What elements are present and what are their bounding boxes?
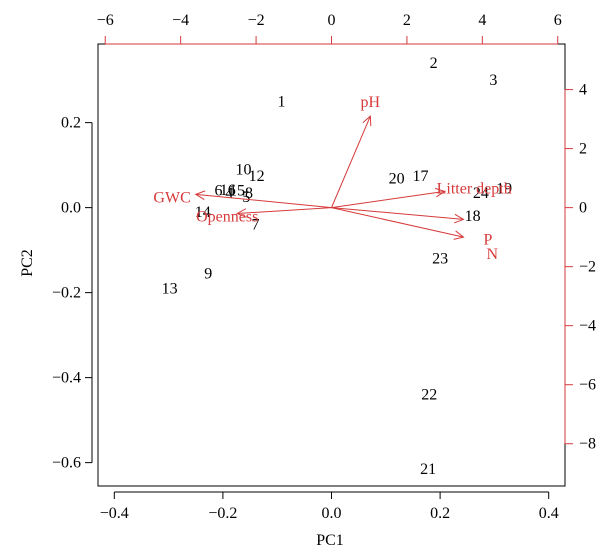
observation-label: 6 <box>215 183 223 200</box>
observation-label: 23 <box>432 251 448 268</box>
y-axis-title: PC2 <box>19 249 36 277</box>
observation-label: 4 <box>225 185 233 202</box>
right-tick-label: −8 <box>579 436 596 453</box>
loading-label: N <box>486 246 498 263</box>
observation-label: 24 <box>473 185 489 202</box>
observation-label: 18 <box>465 208 481 225</box>
right-tick-label: 4 <box>579 82 587 99</box>
right-tick-label: 0 <box>579 200 587 217</box>
y-tick-label: −0.4 <box>52 370 81 387</box>
observation-label: 21 <box>420 461 436 478</box>
y-tick-label: −0.6 <box>52 455 81 472</box>
right-tick-label: −6 <box>579 377 596 394</box>
x-tick-label: −0.4 <box>100 505 129 522</box>
x-tick-label: 0.4 <box>539 505 559 522</box>
loading-arrow <box>331 115 371 208</box>
loading-arrow <box>331 207 464 238</box>
loading-label: Openness <box>196 209 258 226</box>
top-tick-label: 2 <box>403 12 411 29</box>
loading-label: GWC <box>153 189 190 206</box>
top-loading-axis: −6 −4 −2 0 2 4 6 <box>97 12 562 45</box>
right-tick-label: −4 <box>579 318 596 335</box>
loading-vectors: pH Litter depth PN GWC Openness <box>153 94 511 263</box>
loading-arrowhead <box>434 187 446 198</box>
y-tick-label: 0.2 <box>61 115 81 132</box>
loading-label: P <box>483 231 492 248</box>
observation-label: 3 <box>489 72 497 89</box>
loading-arrow <box>331 190 445 209</box>
observation-label: 22 <box>421 387 437 404</box>
observation-label: 1 <box>278 93 286 110</box>
loading-arrowhead <box>362 115 372 127</box>
loading-arrowhead <box>194 190 206 200</box>
observation-label: 5 <box>242 189 250 206</box>
x-tick-label: −0.2 <box>208 505 237 522</box>
loading-arrowhead <box>453 213 465 224</box>
x-tick-label: 0.2 <box>430 505 450 522</box>
left-axis: 0.2 0.0 −0.2 −0.4 −0.6 <box>52 115 93 472</box>
observation-label: 15 <box>229 183 245 200</box>
observation-label: 7 <box>251 217 259 234</box>
observation-label: 19 <box>496 181 512 198</box>
observation-label: 13 <box>162 280 178 297</box>
loading-arrow <box>331 207 464 220</box>
observation-label: 12 <box>249 168 265 185</box>
y-tick-label: 0.0 <box>61 200 81 217</box>
y-tick-label: −0.2 <box>52 285 81 302</box>
loading-label: Litter depth <box>437 180 512 197</box>
observation-label: 8 <box>245 185 253 202</box>
top-tick-label: −2 <box>248 12 265 29</box>
top-tick-label: −4 <box>172 12 189 29</box>
x-axis-title: PC1 <box>316 532 344 549</box>
observation-label: 16 <box>220 182 236 199</box>
top-tick-label: 0 <box>328 12 336 29</box>
plot-frame <box>97 43 566 487</box>
observation-label: 14 <box>195 204 211 221</box>
observation-label: 2 <box>430 55 438 72</box>
right-tick-label: −2 <box>579 259 596 276</box>
observation-label: 9 <box>204 266 212 283</box>
observation-label: 17 <box>413 168 429 185</box>
loading-arrow <box>237 207 332 215</box>
observation-label: 20 <box>389 171 405 188</box>
right-loading-axis: 4 2 0 −2 −4 −6 −8 <box>564 82 596 453</box>
loading-label: pH <box>361 94 381 111</box>
x-tick-label: 0.0 <box>322 505 342 522</box>
observation-label: 10 <box>236 161 252 178</box>
top-tick-label: 4 <box>478 12 486 29</box>
bottom-axis: −0.4 −0.2 0.0 0.2 0.4 <box>100 491 559 522</box>
top-tick-label: 6 <box>554 12 562 29</box>
loading-arrowhead <box>236 208 247 218</box>
loading-arrowhead <box>453 230 465 240</box>
top-tick-label: −6 <box>97 12 114 29</box>
loading-arrow <box>195 193 332 209</box>
right-tick-label: 2 <box>579 141 587 158</box>
